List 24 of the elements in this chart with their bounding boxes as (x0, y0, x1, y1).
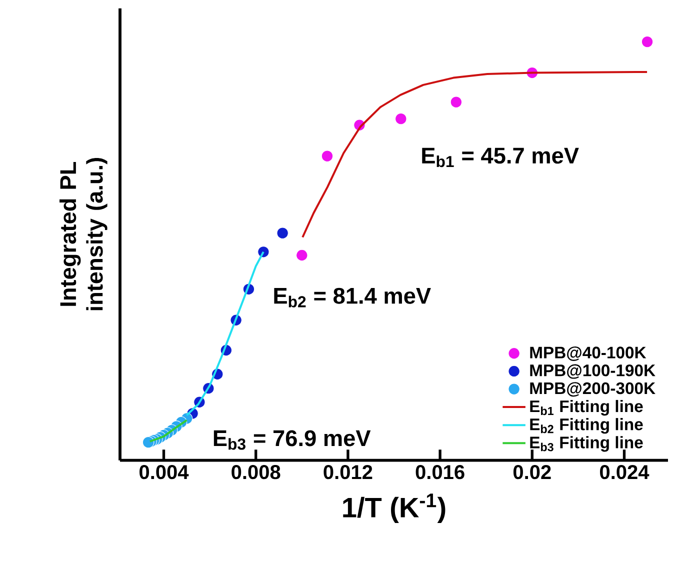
legend-label: MPB@40-100K (530, 346, 646, 361)
point (641, 36, 654, 48)
x-tick-label: 0.024 (600, 465, 650, 480)
legend-label: E$_{b3}$ Fitting line (530, 436, 643, 452)
x-tick-label: 0.008 (232, 465, 280, 480)
x-tick-label: 0.012 (324, 465, 372, 480)
x-tick-label: 0.016 (416, 465, 464, 480)
legend-label: E$_{b1}$ Fitting line (530, 400, 643, 416)
point (321, 150, 334, 162)
point (450, 96, 462, 108)
point (395, 112, 407, 125)
x-tick-label: 0.02 (513, 465, 551, 480)
legend-label: MPB@200-300K (530, 382, 656, 397)
x-tick-label: 0.004 (140, 465, 189, 480)
point (276, 227, 288, 239)
annotation: E$_{b1}$ = 45.7 meV (422, 148, 579, 168)
legend-label: E$_{b2}$ Fitting line (530, 418, 643, 434)
annotation: E$_{b2}$ = 81.4 meV (274, 288, 431, 308)
x-axis-title: 1/T (K$^{-1}$) (343, 494, 446, 524)
point (142, 436, 154, 448)
legend-label: MPB@100-190K (530, 364, 656, 379)
y-axis-title: Integrated PL intensity (a.u.) (60, 158, 108, 310)
point (296, 249, 308, 262)
annotation: E$_{b3}$ = 76.9 meV (214, 430, 371, 450)
